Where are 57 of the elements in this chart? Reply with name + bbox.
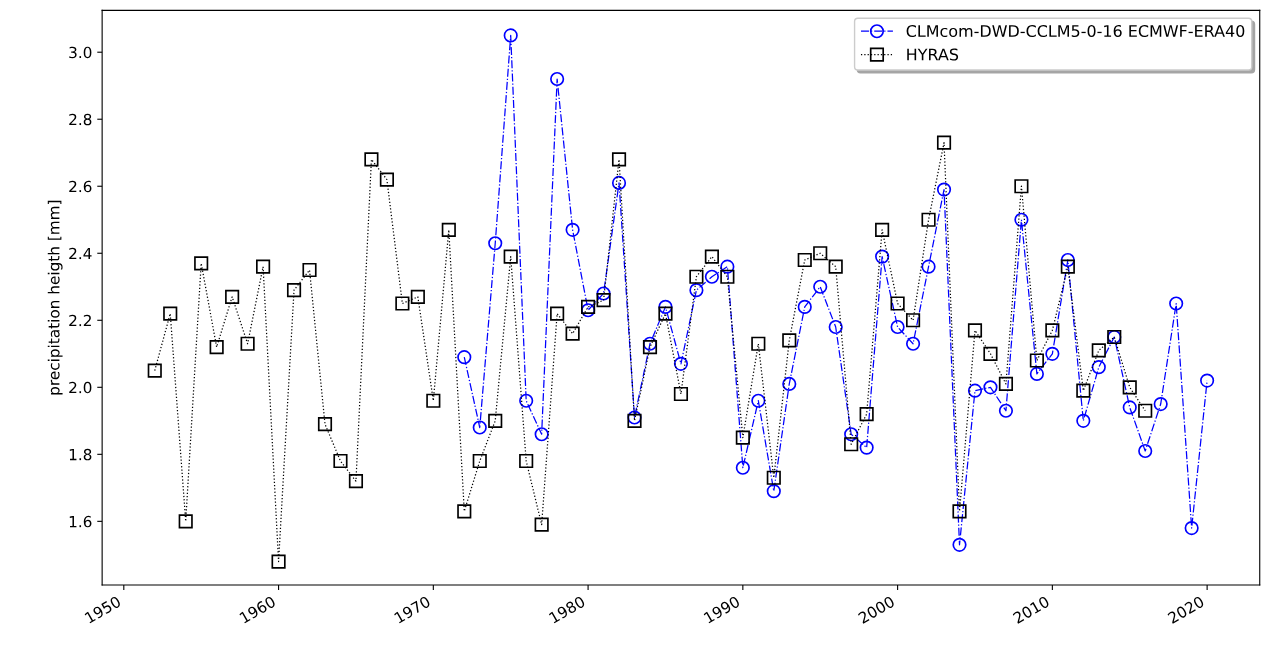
point <box>735 460 750 475</box>
y-tick-label: 3.0 <box>69 46 92 59</box>
point <box>905 336 921 351</box>
point <box>828 319 843 335</box>
point <box>1138 443 1153 459</box>
point <box>1169 296 1184 311</box>
point <box>1045 346 1060 361</box>
point <box>967 383 983 398</box>
y-tick-label: 2.4 <box>69 247 92 260</box>
point <box>565 222 580 237</box>
point <box>689 283 704 298</box>
point <box>519 393 534 408</box>
point <box>936 182 952 197</box>
point <box>1184 520 1199 536</box>
point <box>658 299 673 314</box>
y-tick-label: 2.8 <box>69 113 92 126</box>
point <box>550 71 565 87</box>
point <box>859 440 874 455</box>
point <box>596 286 611 301</box>
point <box>720 259 735 274</box>
point <box>503 28 518 43</box>
point <box>782 376 797 392</box>
point <box>921 259 936 274</box>
point <box>998 403 1014 418</box>
point <box>1014 212 1029 227</box>
point <box>534 427 549 442</box>
point <box>1060 252 1075 268</box>
point <box>797 299 812 314</box>
y-tick-label: 1.6 <box>69 515 92 528</box>
y-tick-label: 2.0 <box>69 381 92 394</box>
point <box>488 236 503 251</box>
point <box>1122 400 1137 415</box>
point <box>751 393 766 408</box>
point <box>1200 373 1215 388</box>
point <box>1153 396 1168 412</box>
point <box>813 279 828 294</box>
point <box>673 356 689 371</box>
point <box>952 537 967 552</box>
legend-label: CLMcom-DWD-CCLM5-0-16 ECMWF-ERA40 <box>906 24 1245 38</box>
point <box>457 350 472 365</box>
point <box>844 427 859 442</box>
point <box>875 249 890 264</box>
point <box>580 303 596 318</box>
legend-label: HYRAS <box>907 48 959 61</box>
point <box>611 175 627 190</box>
point <box>1076 413 1091 428</box>
y-axis-title: precipitation heigth [mm] <box>47 200 63 395</box>
point <box>983 380 998 395</box>
y-tick-label: 2.2 <box>69 314 91 327</box>
point <box>704 269 719 284</box>
point <box>472 420 487 435</box>
point <box>890 319 905 335</box>
point <box>1091 360 1106 375</box>
point <box>766 484 781 499</box>
y-tick-label: 1.8 <box>69 448 92 461</box>
point <box>1029 366 1044 381</box>
y-tick-label: 2.6 <box>69 180 92 193</box>
